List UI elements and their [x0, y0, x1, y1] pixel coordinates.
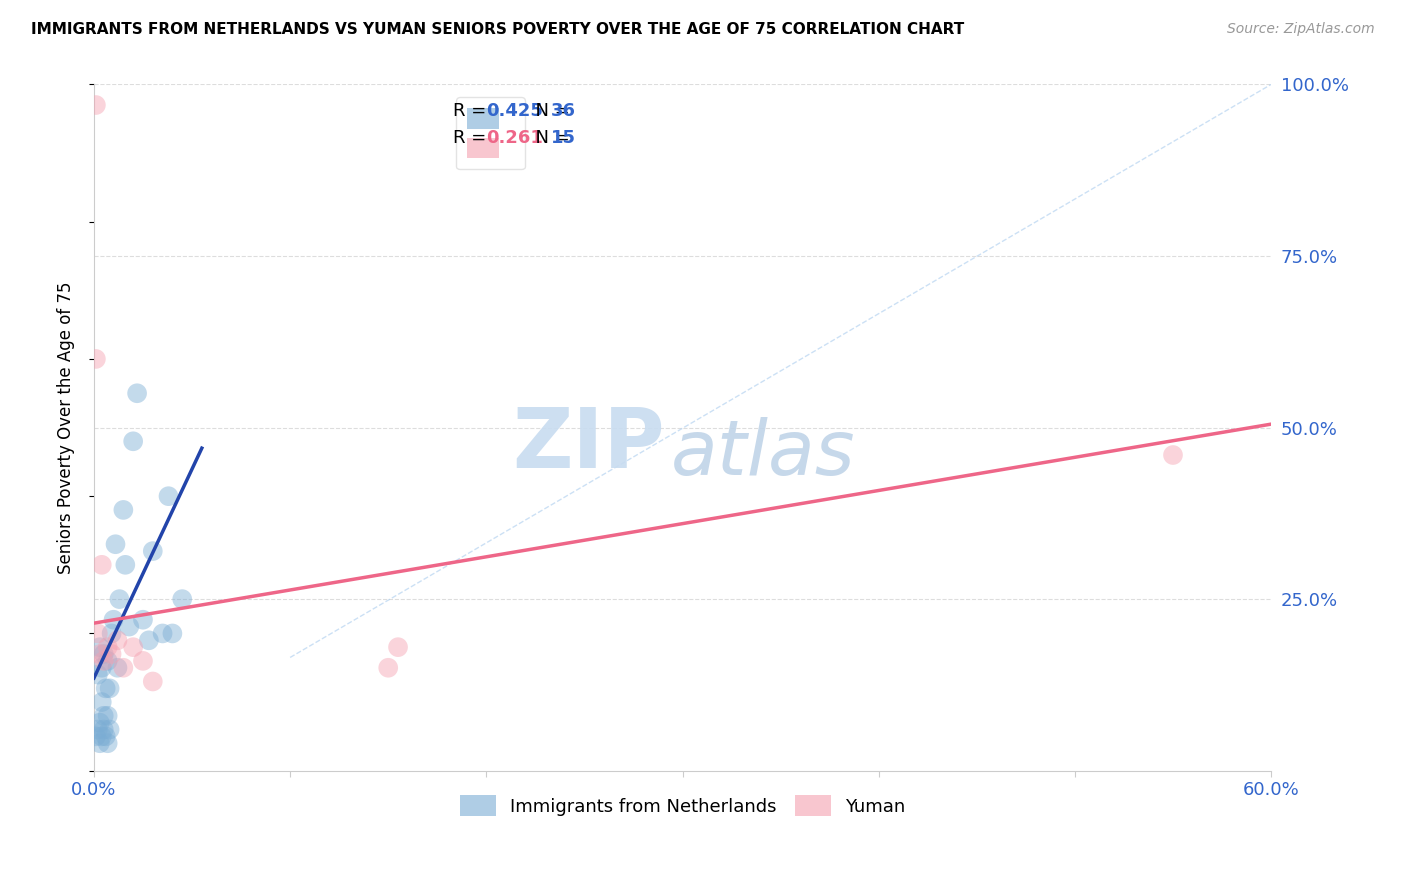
Point [122, 434, 145, 449]
Text: R =: R = [453, 129, 492, 147]
Point [98, 681, 121, 696]
Point [87, 723, 110, 737]
Point [87, 667, 110, 681]
Point [118, 619, 141, 633]
Point [97, 708, 120, 723]
Point [152, 626, 174, 640]
Point [162, 626, 184, 640]
Text: N =: N = [523, 129, 575, 147]
Point [84, 351, 107, 366]
Point [142, 674, 165, 689]
Point [132, 613, 155, 627]
Point [100, 647, 122, 661]
Point [132, 654, 155, 668]
Point [87, 626, 110, 640]
Point [1161, 448, 1184, 462]
Text: 0.261: 0.261 [486, 129, 543, 147]
Text: 15: 15 [551, 129, 575, 147]
Point [93, 723, 115, 737]
Point [97, 736, 120, 750]
Point [90, 661, 112, 675]
Text: Source: ZipAtlas.com: Source: ZipAtlas.com [1227, 22, 1375, 37]
Point [142, 544, 165, 558]
Point [157, 489, 180, 503]
Point [93, 708, 115, 723]
Text: ZIP: ZIP [512, 404, 665, 485]
Point [387, 640, 409, 655]
Point [104, 537, 127, 551]
Point [112, 661, 135, 675]
Point [90, 558, 112, 572]
Point [93, 647, 115, 661]
Point [94, 730, 117, 744]
Point [127, 386, 149, 401]
Text: IMMIGRANTS FROM NETHERLANDS VS YUMAN SENIORS POVERTY OVER THE AGE OF 75 CORRELAT: IMMIGRANTS FROM NETHERLANDS VS YUMAN SEN… [31, 22, 965, 37]
Y-axis label: Seniors Poverty Over the Age of 75: Seniors Poverty Over the Age of 75 [58, 281, 75, 574]
Point [108, 592, 131, 607]
Text: 36: 36 [551, 102, 575, 120]
Point [89, 736, 111, 750]
Text: R =: R = [453, 102, 492, 120]
Point [89, 640, 111, 655]
Point [84, 730, 107, 744]
Point [90, 730, 112, 744]
Point [97, 640, 120, 655]
Text: 0.425: 0.425 [486, 102, 543, 120]
Point [377, 661, 399, 675]
Point [112, 503, 135, 517]
Point [107, 633, 129, 648]
Point [172, 592, 194, 607]
Point [100, 626, 122, 640]
Point [90, 695, 112, 709]
Text: N =: N = [523, 102, 575, 120]
Point [98, 723, 121, 737]
Point [93, 654, 115, 668]
Point [138, 633, 160, 648]
Point [122, 640, 145, 655]
Text: atlas: atlas [671, 417, 855, 491]
Point [103, 613, 125, 627]
Point [89, 715, 111, 730]
Point [84, 98, 107, 112]
Point [114, 558, 136, 572]
Point [89, 647, 111, 661]
Point [107, 661, 129, 675]
Legend: Immigrants from Netherlands, Yuman: Immigrants from Netherlands, Yuman [453, 789, 912, 823]
Point [97, 654, 120, 668]
Point [94, 681, 117, 696]
